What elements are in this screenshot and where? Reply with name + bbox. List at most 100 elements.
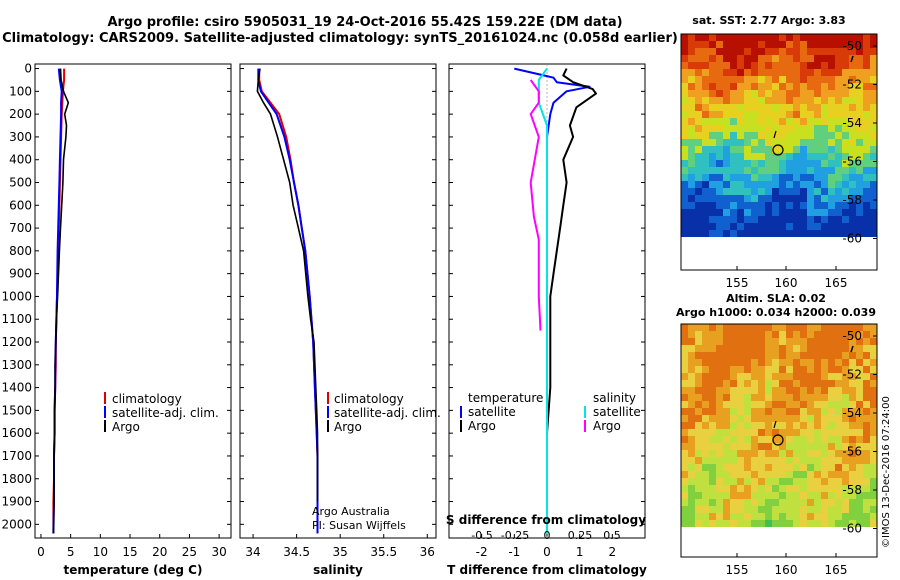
map-cell [681, 478, 688, 485]
map-cell [842, 401, 849, 408]
map-cell [765, 188, 772, 195]
map-cell [814, 41, 821, 48]
map-cell [842, 97, 849, 104]
legend-swatch-satellite [327, 406, 329, 418]
map-cell [751, 352, 758, 359]
map-cell [807, 69, 814, 76]
map-cell [758, 450, 765, 457]
map-cell [814, 195, 821, 202]
map-cell [744, 41, 751, 48]
map-cell [835, 457, 842, 464]
map-cell [821, 443, 828, 450]
map-cell [821, 450, 828, 457]
map-cell [695, 457, 702, 464]
map-cell [702, 338, 709, 345]
map-cell [751, 471, 758, 478]
map-cell [779, 62, 786, 69]
map-cell [828, 55, 835, 62]
map-cell [779, 202, 786, 209]
map-cell [828, 34, 835, 41]
map-cell [716, 331, 723, 338]
map-cell [835, 429, 842, 436]
map-cell [814, 181, 821, 188]
map-cell [744, 499, 751, 506]
map-cell [702, 422, 709, 429]
map-cell [709, 153, 716, 160]
map-cell [835, 478, 842, 485]
plot-frame [34, 63, 232, 539]
lat-tick-label: -50 [842, 39, 862, 53]
map-cell [737, 62, 744, 69]
map-cell [772, 366, 779, 373]
map-cell [786, 450, 793, 457]
map-cell [870, 83, 877, 90]
map-cell [793, 471, 800, 478]
map-cell [793, 422, 800, 429]
map-cell [702, 188, 709, 195]
map-cell [772, 331, 779, 338]
map-cell [681, 324, 688, 331]
map-cell [821, 153, 828, 160]
map-cell [765, 359, 772, 366]
map-cell [730, 69, 737, 76]
map-cell [779, 429, 786, 436]
map-cell [765, 195, 772, 202]
map-cell [814, 34, 821, 41]
map-cell [870, 195, 877, 202]
legend-label-t-satellite: satellite [468, 405, 516, 419]
map-cell [723, 83, 730, 90]
map-cell [849, 506, 856, 513]
map-cell [716, 146, 723, 153]
map-cell [828, 174, 835, 181]
map-cell [800, 146, 807, 153]
map-cell [835, 359, 842, 366]
map-cell [856, 345, 863, 352]
map-cell [695, 513, 702, 520]
map-cell [737, 216, 744, 223]
map-cell [695, 366, 702, 373]
map-cell [842, 492, 849, 499]
map-cell [800, 506, 807, 513]
map-cell [737, 387, 744, 394]
map-cell [870, 464, 877, 471]
map-cell [744, 422, 751, 429]
map-cell [709, 338, 716, 345]
map-cell [688, 146, 695, 153]
header-line-2: Climatology: CARS2009. Satellite-adjuste… [2, 31, 678, 46]
map-cell [863, 41, 870, 48]
map-cell [723, 387, 730, 394]
map-cell [793, 125, 800, 132]
map-cell [772, 174, 779, 181]
map-cell [863, 181, 870, 188]
map-cell [730, 139, 737, 146]
map-cell [765, 513, 772, 520]
map-cell [793, 408, 800, 415]
map-cell [849, 181, 856, 188]
map-cell [786, 202, 793, 209]
map-cell [835, 331, 842, 338]
map-cell [849, 324, 856, 331]
map-cell [758, 506, 765, 513]
map-cell [870, 48, 877, 55]
map-cell [793, 359, 800, 366]
map-cell [821, 76, 828, 83]
map-cell [709, 457, 716, 464]
map-cell [800, 97, 807, 104]
map-cell [779, 195, 786, 202]
map-cell [849, 118, 856, 125]
map-cell [779, 492, 786, 499]
map-cell [681, 373, 688, 380]
map-cell [716, 97, 723, 104]
map-cell [828, 153, 835, 160]
lon-tick-label: 160 [775, 276, 798, 290]
map-cell [779, 181, 786, 188]
map-cell [800, 76, 807, 83]
sla-map-frame [680, 323, 878, 558]
map-cell [716, 513, 723, 520]
map-cell [842, 478, 849, 485]
map-cell [807, 209, 814, 216]
map-cell [863, 443, 870, 450]
map-cell [856, 436, 863, 443]
map-cell [772, 338, 779, 345]
map-cell [807, 394, 814, 401]
